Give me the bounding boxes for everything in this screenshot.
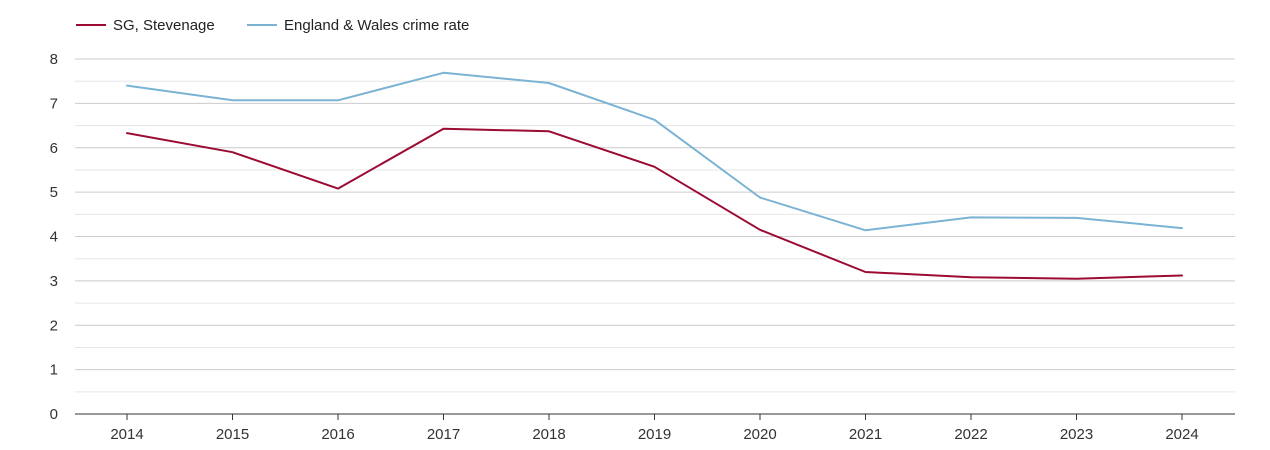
- legend-item-sg-stevenage: SG, Stevenage: [76, 17, 215, 34]
- legend-label-england-wales: England & Wales crime rate: [284, 17, 469, 34]
- x-tick-label: 2015: [216, 426, 249, 443]
- x-tick-label: 2017: [427, 426, 460, 443]
- legend-item-england-wales: England & Wales crime rate: [247, 17, 469, 34]
- legend-label-sg-stevenage: SG, Stevenage: [113, 17, 215, 34]
- y-tick-label: 8: [50, 51, 58, 68]
- y-tick-label: 4: [50, 229, 58, 246]
- series-lines: [126, 71, 1183, 280]
- series-line-england-wales-crime-rate: [126, 71, 1183, 232]
- x-tick-label: 2020: [743, 426, 776, 443]
- x-tick-label: 2023: [1060, 426, 1093, 443]
- x-tick-label: 2024: [1165, 426, 1198, 443]
- x-tick-label: 2016: [321, 426, 354, 443]
- y-tick-label: 7: [50, 95, 58, 112]
- y-tick-label: 0: [50, 406, 58, 423]
- y-tick-label: 5: [50, 184, 58, 201]
- y-tick-label: 2: [50, 317, 58, 334]
- gridlines: [75, 58, 1235, 393]
- x-tick-label: 2021: [849, 426, 882, 443]
- y-tick-label: 1: [50, 362, 58, 379]
- y-axis: 0 1 2 3 4 5 6 7 8: [50, 51, 58, 423]
- legend: SG, Stevenage England & Wales crime rate: [76, 17, 469, 34]
- series-line-sg-stevenage: [126, 127, 1183, 280]
- x-tick-label: 2022: [954, 426, 987, 443]
- y-tick-label: 6: [50, 140, 58, 157]
- x-axis: 2014 2015 2016 2017 2018 2019 2020 2021 2022 2023…: [75, 413, 1235, 443]
- x-tick-label: 2014: [110, 426, 143, 443]
- x-tick-label: 2018: [532, 426, 565, 443]
- y-tick-label: 3: [50, 273, 58, 290]
- x-tick-label: 2019: [638, 426, 671, 443]
